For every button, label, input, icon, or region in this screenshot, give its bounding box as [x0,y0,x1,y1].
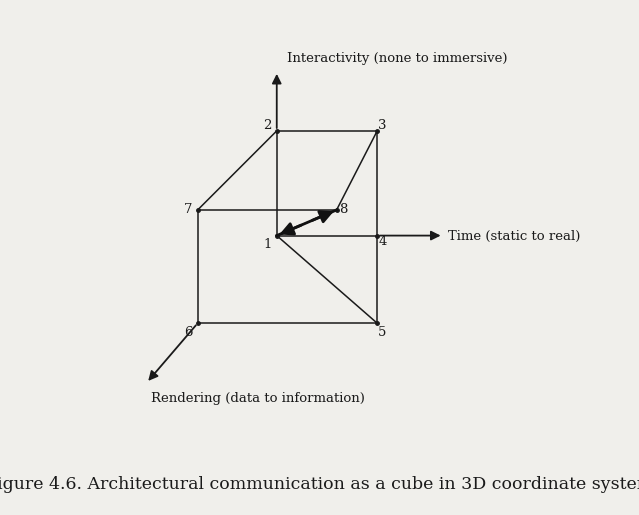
Text: Interactivity (none to immersive): Interactivity (none to immersive) [288,52,508,64]
Text: Figure 4.6. Architectural communication as a cube in 3D coordinate system: Figure 4.6. Architectural communication … [0,475,639,493]
Text: 5: 5 [378,326,387,339]
Text: Time (static to real): Time (static to real) [448,230,580,244]
Text: 7: 7 [184,203,192,216]
Text: 1: 1 [263,238,272,251]
Text: 4: 4 [378,235,387,249]
Text: 6: 6 [184,326,192,339]
Text: 3: 3 [378,119,387,132]
Text: 8: 8 [339,203,347,216]
Text: Rendering (data to information): Rendering (data to information) [151,392,364,405]
Text: 2: 2 [263,119,272,132]
